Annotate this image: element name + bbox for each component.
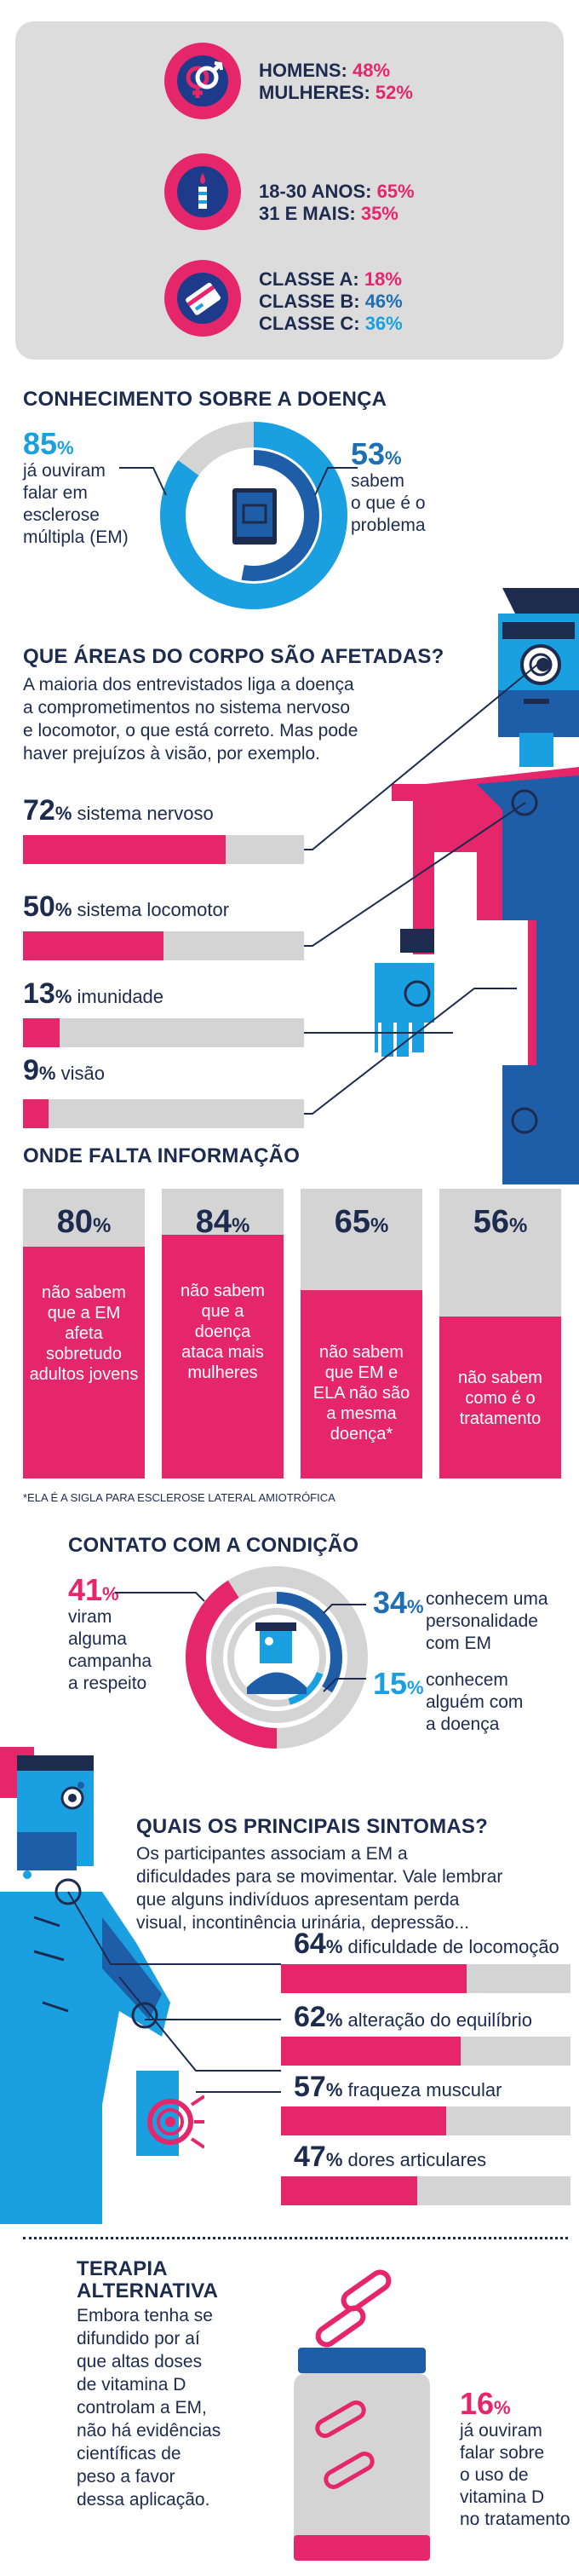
symptom-label-0: 64% dificuldade de locomoção <box>294 1928 559 1960</box>
contact-connector-lines <box>115 1592 366 1692</box>
contact-right1-stat: 34% conhecem uma personalidade com EM <box>373 1585 548 1653</box>
area-label-2: 13% imunidade <box>23 977 164 1010</box>
knowledge-title: CONHECIMENTO SOBRE A DOENÇA <box>23 388 387 411</box>
area-bar-fill-0 <box>23 835 226 864</box>
contact-outer-ring <box>186 1566 368 1749</box>
gender-icon <box>164 43 241 119</box>
area-label-3: 9% visão <box>23 1054 105 1086</box>
area-bar-fill-2 <box>23 1018 60 1047</box>
symptom-bar-2 <box>281 2106 570 2135</box>
info-column-3: 56% não sabem como é o tratamento <box>439 1189 561 1478</box>
symptom-bar-fill-0 <box>281 1964 467 1993</box>
knowledge-outer-ring <box>160 422 347 609</box>
demographics-panel: HOMENS: 48% MULHERES: 52% 18-30 ANOS: 65… <box>15 21 564 360</box>
info-column-0: 80% não sabem que a EM afeta sobretudo a… <box>23 1189 145 1478</box>
body-callout-lines <box>304 664 538 1115</box>
contact-right2-stat: 15% conhecem alguém com a doença <box>373 1666 524 1734</box>
area-bar-0 <box>23 835 304 864</box>
area-bar-2 <box>23 1018 304 1047</box>
area-bar-fill-1 <box>23 931 163 960</box>
gender-stats: HOMENS: 48% MULHERES: 52% <box>259 60 413 103</box>
info-column-2: 65% não sabem que EM e ELA não são a mes… <box>301 1189 422 1478</box>
area-bar-1 <box>23 931 304 960</box>
area-label-1: 50% sistema locomotor <box>23 890 230 923</box>
contact-left-stat: 41% viram alguma campanha a respeito <box>68 1572 152 1693</box>
symptom-bar-3 <box>281 2176 570 2205</box>
therapy-text: Embora tenha se difundido por aí que alt… <box>77 2306 221 2510</box>
symptom-bar-1 <box>281 2037 570 2066</box>
symptom-bar-fill-2 <box>281 2106 446 2135</box>
therapy-stat: 16% já ouviram falar sobre o uso de vita… <box>460 2386 570 2529</box>
symptom-label-2: 57% fraqueza muscular <box>294 2071 502 2103</box>
info-column-fill-3 <box>439 1316 561 1478</box>
symptoms-title: QUAIS OS PRINCIPAIS SINTOMAS? <box>136 1815 488 1838</box>
body-areas-title: QUE ÁREAS DO CORPO SÃO AFETADAS? <box>23 645 444 668</box>
footnote: *ELA É A SIGLA PARA ESCLEROSE LATERAL AM… <box>23 1491 335 1504</box>
person-bust-icon <box>247 1622 307 1694</box>
pill-bottle-illustration <box>294 2269 430 2561</box>
knowledge-connector-lines <box>119 467 358 496</box>
contact-inner-ring <box>227 1608 326 1707</box>
symptom-label-1: 62% alteração do equilíbrio <box>294 2001 532 2033</box>
seated-person-illustration <box>0 1747 204 2224</box>
area-label-0: 72% sistema nervoso <box>23 794 214 827</box>
knowledge-inner-ring <box>188 450 319 581</box>
symptom-bar-0 <box>281 1964 570 1993</box>
info-column-fill-2 <box>301 1290 422 1478</box>
symptom-bar-fill-1 <box>281 2037 461 2066</box>
symptom-callout-lines <box>67 1891 281 2093</box>
divider <box>23 2237 568 2239</box>
contact-ring-chart <box>186 1566 368 1749</box>
book-icon <box>232 488 277 545</box>
contact-title: CONTATO COM A CONDIÇÃO <box>68 1534 359 1557</box>
body-areas-text: A maioria dos entrevistados liga a doenç… <box>23 675 358 764</box>
bottle-fill <box>294 2535 430 2561</box>
person-illustration <box>375 588 579 1184</box>
info-column-fill-1 <box>162 1235 284 1478</box>
missing-info-title: ONDE FALTA INFORMAÇÃO <box>23 1144 301 1167</box>
capsule-icon <box>315 2269 392 2348</box>
therapy-title: TERAPIA ALTERNATIVA <box>77 2257 219 2302</box>
credit-card-icon <box>164 260 241 337</box>
knowledge-ring-chart <box>160 422 347 609</box>
info-column-1: 84% não sabem que a doença ataca mais mu… <box>162 1189 284 1478</box>
info-column-fill-0 <box>23 1247 145 1478</box>
symptoms-text: Os participantes associam a EM a dificul… <box>136 1844 503 1933</box>
knowledge-left-stat: 85% já ouviram falar em esclerose múltip… <box>23 426 129 547</box>
birthday-candle-icon <box>164 153 241 230</box>
contact-middle-ring <box>211 1592 342 1723</box>
class-stats: CLASSE A: 18% CLASSE B: 46% CLASSE C: 36… <box>259 268 403 334</box>
symptom-label-3: 47% dores articulares <box>294 2141 487 2173</box>
knowledge-right-stat: 53% sabem o que é o problema <box>351 436 426 535</box>
symptom-bar-fill-3 <box>281 2176 417 2205</box>
area-bar-3 <box>23 1099 304 1128</box>
age-stats: 18-30 ANOS: 65% 31 E MAIS: 35% <box>259 181 415 224</box>
area-bar-fill-3 <box>23 1099 49 1128</box>
